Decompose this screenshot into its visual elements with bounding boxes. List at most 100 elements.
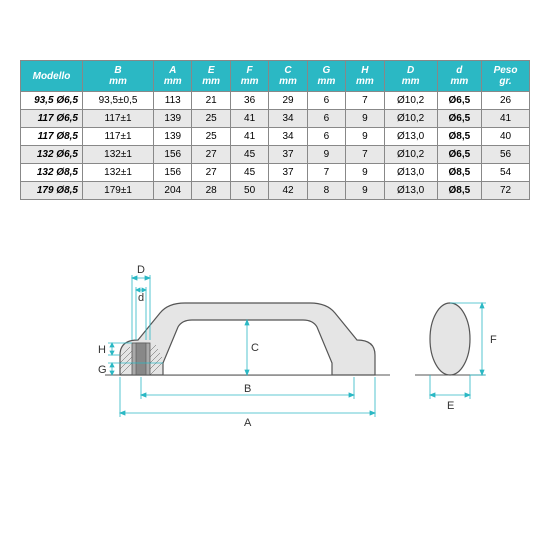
table-cell: 132±1 [83, 164, 154, 182]
table-cell: 27 [192, 146, 230, 164]
table-row: 179 Ø8,5179±120428504289Ø13,0Ø8,572 [21, 182, 530, 200]
col-b-sub: mm [109, 76, 127, 87]
table-cell: 156 [154, 164, 192, 182]
col-f-sub: mm [241, 76, 259, 87]
table-cell: 7 [346, 92, 384, 110]
table-cell: 36 [230, 92, 268, 110]
label-b: B [244, 383, 251, 395]
col-h: Hmm [346, 61, 384, 92]
table-cell: 132 Ø8,5 [21, 164, 83, 182]
col-f: Fmm [230, 61, 268, 92]
col-d-upper-sub: mm [402, 76, 420, 87]
table-cell: Ø10,2 [384, 110, 437, 128]
col-a-sub: mm [164, 76, 182, 87]
handle-inner [163, 320, 332, 375]
table-cell: 41 [230, 128, 268, 146]
table-cell: 28 [192, 182, 230, 200]
col-g-label: G [323, 65, 331, 76]
table-cell: Ø10,2 [384, 146, 437, 164]
table-row: 132 Ø8,5132±115627453779Ø13,0Ø8,554 [21, 164, 530, 182]
table-cell: 56 [482, 146, 530, 164]
table-cell: 117±1 [83, 110, 154, 128]
col-f-label: F [247, 65, 253, 76]
col-e: Emm [192, 61, 230, 92]
col-peso-sub: gr. [499, 76, 511, 87]
table-cell: 132 Ø6,5 [21, 146, 83, 164]
table-cell: 21 [192, 92, 230, 110]
col-a: Amm [154, 61, 192, 92]
table-cell: 113 [154, 92, 192, 110]
table-cell: 41 [230, 110, 268, 128]
col-d-lower: dmm [437, 61, 481, 92]
col-modello-label: Modello [33, 71, 71, 82]
table-cell: 93,5 Ø6,5 [21, 92, 83, 110]
col-b: Bmm [83, 61, 154, 92]
label-f: F [490, 334, 497, 346]
col-d-upper-label: D [407, 65, 414, 76]
table-cell: 45 [230, 164, 268, 182]
col-e-sub: mm [202, 76, 220, 87]
label-a: A [244, 417, 252, 429]
table-cell: 50 [230, 182, 268, 200]
label-h: H [98, 344, 106, 356]
table-cell: 29 [269, 92, 307, 110]
col-c: Cmm [269, 61, 307, 92]
handle-side-view [415, 303, 485, 375]
table-cell: 139 [154, 110, 192, 128]
table-cell: 9 [307, 146, 345, 164]
table-cell: 179±1 [83, 182, 154, 200]
table-cell: 93,5±0,5 [83, 92, 154, 110]
label-d-lower: d [138, 292, 144, 304]
table-cell: 7 [346, 146, 384, 164]
table-cell: Ø13,0 [384, 128, 437, 146]
col-c-sub: mm [279, 76, 297, 87]
col-d-upper: Dmm [384, 61, 437, 92]
table-cell: 25 [192, 110, 230, 128]
table-cell: Ø6,5 [437, 110, 481, 128]
col-modello: Modello [21, 61, 83, 92]
table-cell: Ø13,0 [384, 182, 437, 200]
table-cell: 40 [482, 128, 530, 146]
col-g-sub: mm [318, 76, 336, 87]
table-cell: 9 [346, 164, 384, 182]
table-cell: Ø8,5 [437, 128, 481, 146]
handle-front-view [105, 303, 390, 375]
col-d-lower-sub: mm [450, 76, 468, 87]
table-cell: 34 [269, 110, 307, 128]
table-cell: 204 [154, 182, 192, 200]
table-cell: 37 [269, 164, 307, 182]
diagram-svg: D d C H G B A F E [20, 235, 530, 445]
table-row: 132 Ø6,5132±115627453797Ø10,2Ø6,556 [21, 146, 530, 164]
table-cell: 25 [192, 128, 230, 146]
left-hole-inner [136, 343, 146, 375]
table-body: 93,5 Ø6,593,5±0,511321362967Ø10,2Ø6,5261… [21, 92, 530, 200]
table-cell: Ø10,2 [384, 92, 437, 110]
table-cell: 27 [192, 164, 230, 182]
label-c: C [251, 342, 259, 354]
table-cell: Ø8,5 [437, 164, 481, 182]
table-cell: 156 [154, 146, 192, 164]
table-cell: 45 [230, 146, 268, 164]
table-row: 93,5 Ø6,593,5±0,511321362967Ø10,2Ø6,526 [21, 92, 530, 110]
table-cell: 8 [307, 182, 345, 200]
spec-table: Modello Bmm Amm Emm Fmm Cmm Gmm Hmm Dmm … [20, 60, 530, 200]
table-cell: 26 [482, 92, 530, 110]
table-cell: 6 [307, 128, 345, 146]
col-peso: Pesogr. [482, 61, 530, 92]
table-cell: Ø8,5 [437, 182, 481, 200]
col-a-label: A [169, 65, 176, 76]
table-cell: Ø6,5 [437, 146, 481, 164]
table-cell: 54 [482, 164, 530, 182]
table-cell: 9 [346, 110, 384, 128]
table-cell: 9 [346, 182, 384, 200]
table-cell: 6 [307, 92, 345, 110]
col-d-lower-label: d [456, 65, 462, 76]
table-cell: 37 [269, 146, 307, 164]
table-row: 117 Ø6,5117±113925413469Ø10,2Ø6,541 [21, 110, 530, 128]
col-c-label: C [284, 65, 291, 76]
table-cell: 41 [482, 110, 530, 128]
table-cell: 117±1 [83, 128, 154, 146]
label-g: G [98, 364, 107, 376]
table-cell: 7 [307, 164, 345, 182]
col-g: Gmm [307, 61, 345, 92]
